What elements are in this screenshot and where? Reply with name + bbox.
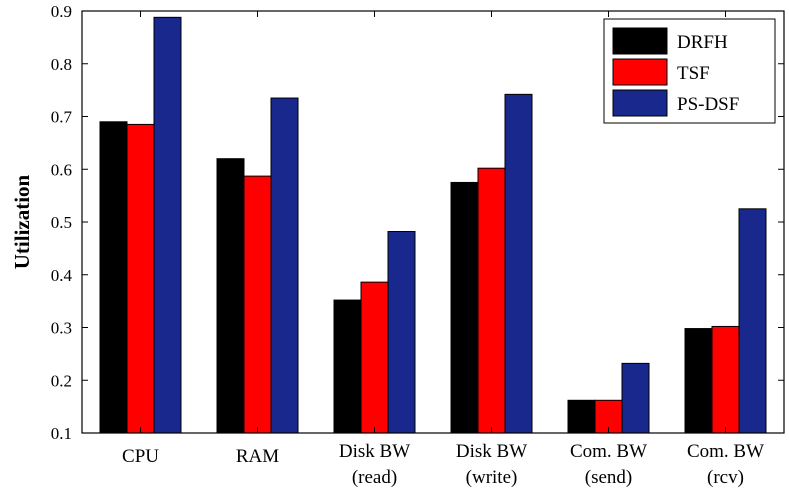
y-tick-label: 0.8 bbox=[51, 55, 72, 74]
bar-tsf-2 bbox=[360, 281, 389, 434]
bar-tsf-1 bbox=[243, 175, 272, 434]
bar-drfh-0 bbox=[99, 121, 128, 434]
y-tick-label: 0.7 bbox=[51, 108, 73, 127]
y-axis-label: Utilization bbox=[10, 174, 34, 269]
x-tick-label: (write) bbox=[466, 467, 518, 488]
y-tick-label: 0.4 bbox=[51, 266, 73, 285]
x-tick-label: CPU bbox=[122, 446, 159, 467]
x-tick-label: Disk BW bbox=[456, 441, 527, 462]
x-axis: CPU RAM Disk BW (read) Disk BW (write) Com. BW… bbox=[122, 11, 764, 488]
x-tick-label: (read) bbox=[352, 467, 397, 488]
x-tick-label: (rcv) bbox=[707, 467, 744, 488]
y-tick-label: 0.2 bbox=[51, 371, 72, 390]
legend: DRFH TSF PS-DSF bbox=[603, 18, 776, 124]
legend-swatch-drfh bbox=[612, 27, 668, 55]
bar-tsf-5 bbox=[711, 325, 740, 434]
legend-label-ps-dsf: PS-DSF bbox=[677, 94, 739, 115]
y-axis: 0.1 0.2 0.3 0.4 0.5 0.6 0.7 0.8 0.9 bbox=[51, 2, 784, 443]
y-tick-label: 0.3 bbox=[51, 319, 72, 338]
x-tick-label: Com. BW bbox=[570, 441, 647, 462]
bars-group bbox=[99, 16, 767, 434]
legend-label-tsf: TSF bbox=[677, 63, 710, 84]
bar-drfh-5 bbox=[684, 328, 713, 434]
x-tick-label: (send) bbox=[585, 467, 632, 488]
bar-ps-dsf-4 bbox=[621, 362, 650, 434]
legend-swatch-ps-dsf bbox=[612, 89, 668, 117]
x-tick-label: Com. BW bbox=[687, 441, 764, 462]
bar-ps-dsf-0 bbox=[153, 16, 182, 434]
bar-ps-dsf-5 bbox=[738, 208, 767, 434]
y-tick-label: 0.1 bbox=[51, 424, 72, 443]
y-tick-label: 0.6 bbox=[51, 160, 72, 179]
bar-ps-dsf-3 bbox=[504, 93, 533, 434]
legend-swatch-tsf bbox=[612, 58, 668, 86]
x-tick-label: RAM bbox=[236, 446, 279, 467]
bar-tsf-3 bbox=[477, 167, 506, 434]
bar-drfh-2 bbox=[333, 299, 362, 434]
x-tick-label: Disk BW bbox=[339, 441, 410, 462]
y-tick-label: 0.9 bbox=[51, 2, 72, 21]
bar-drfh-3 bbox=[450, 181, 479, 434]
y-tick-label: 0.5 bbox=[51, 213, 72, 232]
bar-tsf-0 bbox=[126, 123, 155, 434]
bar-ps-dsf-1 bbox=[270, 97, 299, 434]
bar-drfh-1 bbox=[216, 158, 245, 434]
bar-drfh-4 bbox=[567, 399, 596, 434]
legend-label-drfh: DRFH bbox=[677, 32, 728, 53]
bar-ps-dsf-2 bbox=[387, 230, 416, 434]
